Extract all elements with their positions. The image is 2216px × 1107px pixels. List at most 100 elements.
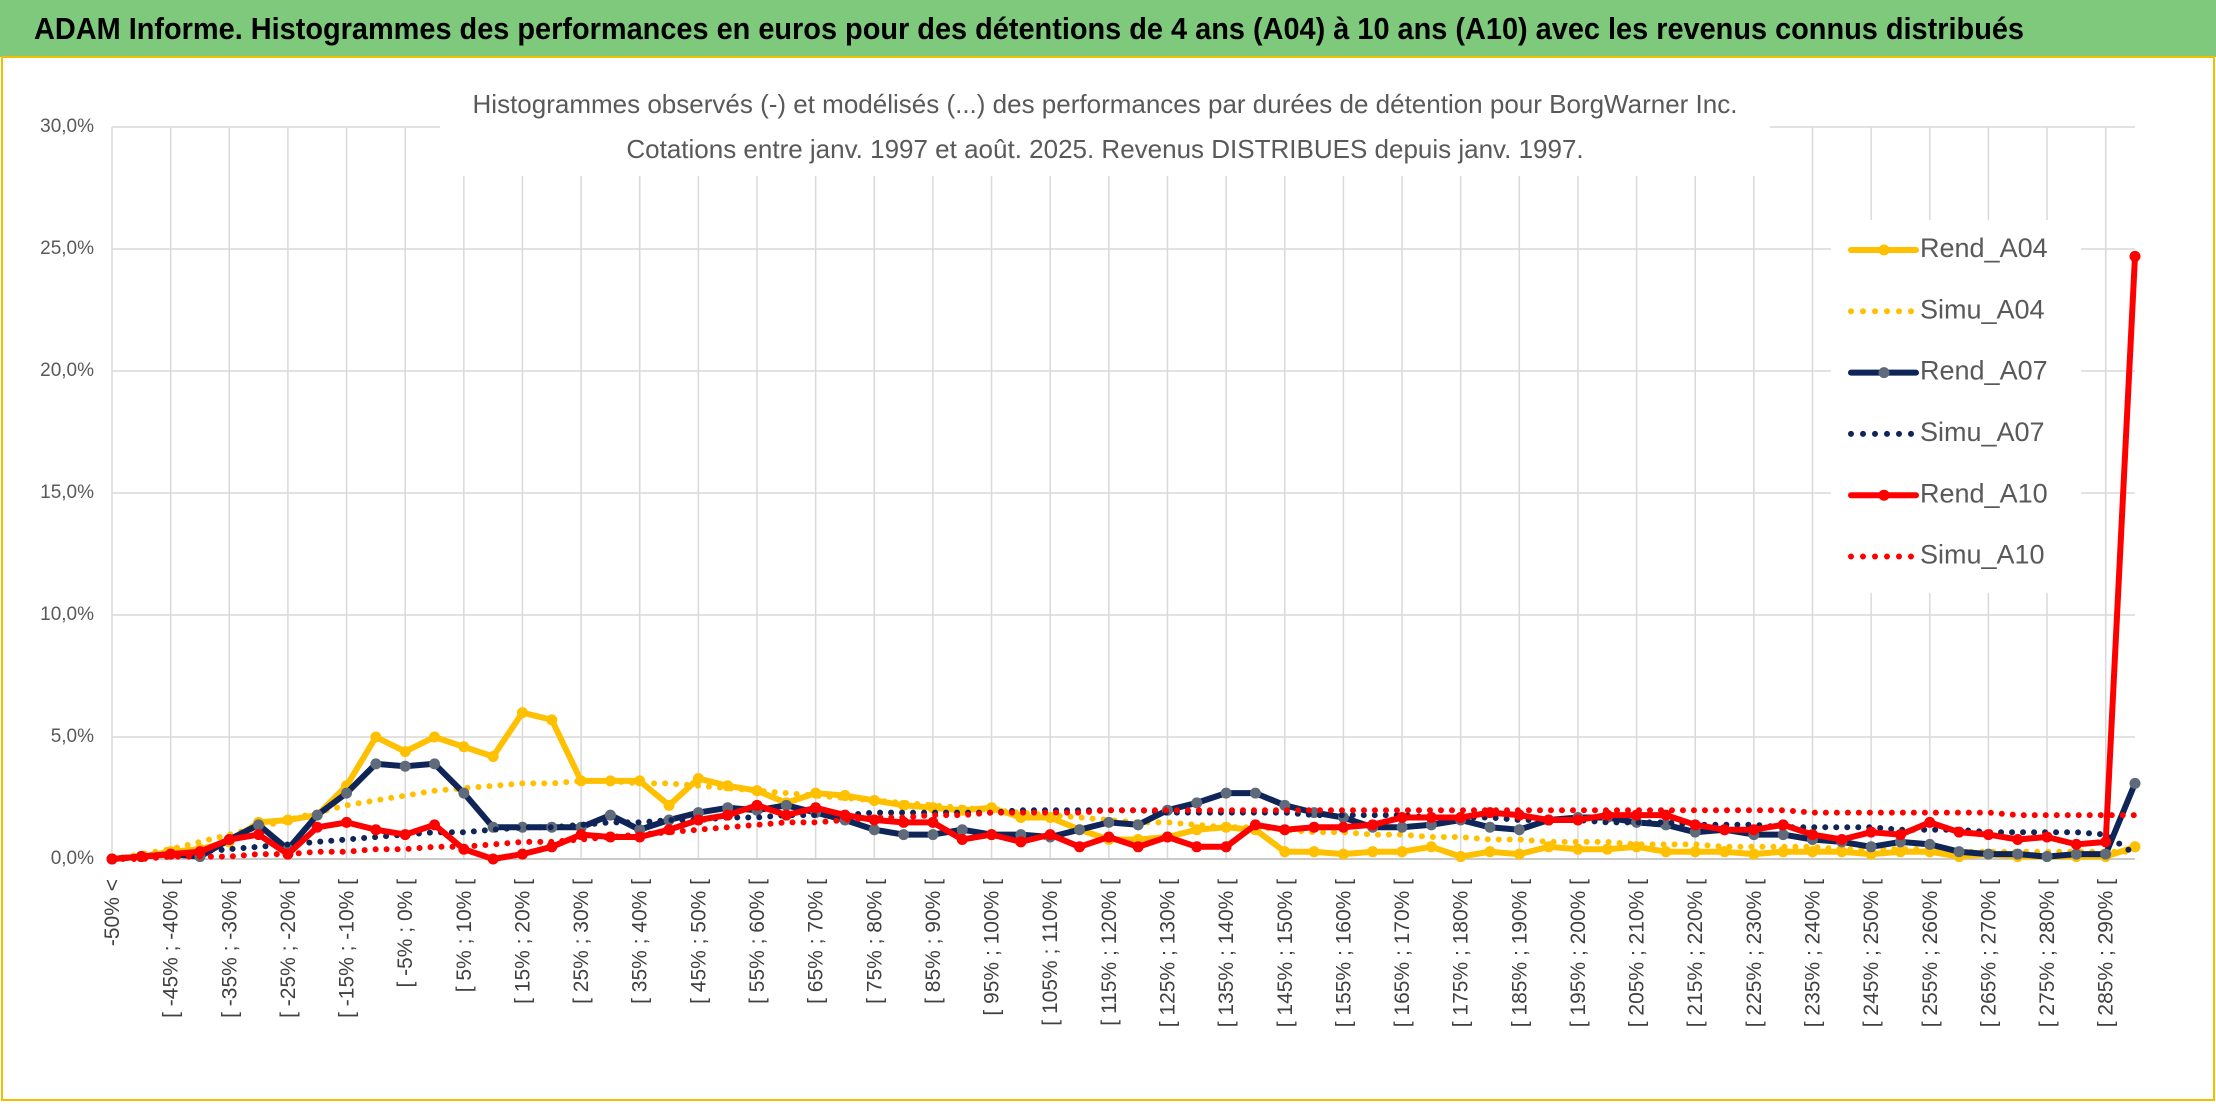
data-point (1455, 812, 1467, 824)
legend-label: Rend_A07 (1920, 356, 2048, 386)
data-point (1836, 833, 1848, 845)
data-point (1279, 824, 1291, 836)
legend-label: Simu_A10 (1920, 540, 2045, 570)
data-point (546, 841, 558, 853)
data-point (780, 799, 792, 811)
x-tick-label: [ 135% ; 140% [ (1215, 879, 1238, 1027)
data-point (1132, 841, 1144, 853)
x-tick-label: [ 155% ; 160% [ (1332, 879, 1355, 1027)
data-point (1572, 814, 1584, 826)
data-point (253, 829, 265, 841)
data-point (2070, 848, 2082, 860)
data-point (1719, 824, 1731, 836)
data-point (1279, 846, 1291, 858)
x-tick-label: [ 45% ; 50% [ (687, 879, 710, 1004)
legend-marker (1878, 489, 1890, 501)
header-band (0, 0, 2216, 57)
data-point (1953, 826, 1965, 838)
data-point (1396, 846, 1408, 858)
data-point (1689, 819, 1701, 831)
data-point (516, 707, 528, 719)
data-point (1455, 851, 1467, 863)
x-tick-label: [ -35% ; -30% [ (218, 879, 241, 1018)
data-point (2041, 831, 2053, 843)
data-point (2129, 777, 2141, 789)
x-tick-label: [ 235% ; 240% [ (1801, 879, 1824, 1027)
x-tick-label: [ 275% ; 280% [ (2036, 879, 2059, 1027)
observed-line (109, 253, 2138, 862)
data-point (1865, 841, 1877, 853)
data-point (370, 758, 382, 770)
data-point (253, 819, 265, 831)
data-point (1719, 846, 1731, 858)
model-line (109, 807, 2138, 862)
data-point (751, 799, 763, 811)
data-point (1543, 814, 1555, 826)
legend-label: Simu_A04 (1920, 294, 2045, 324)
y-tick-label: 0,0% (51, 848, 94, 869)
x-tick-label: [ 255% ; 260% [ (1919, 879, 1942, 1027)
data-point (1249, 787, 1261, 799)
data-point (1601, 843, 1613, 855)
data-point (1748, 848, 1760, 860)
data-point (1806, 829, 1818, 841)
x-tick-label: [ -15% ; -10% [ (336, 879, 359, 1018)
data-point (1249, 819, 1261, 831)
data-point (2100, 848, 2112, 860)
legend-marker (1878, 244, 1890, 256)
x-tick-label: [ 105% ; 110% [ (1039, 879, 1062, 1026)
legend-label: Rend_A10 (1920, 478, 2048, 508)
data-point (1777, 819, 1789, 831)
data-point (1396, 812, 1408, 824)
data-point (1689, 846, 1701, 858)
y-tick-label: 5,0% (51, 726, 94, 747)
data-point (516, 821, 528, 833)
x-tick-label: [ -5% ; 0% [ (394, 879, 417, 988)
x-tick-label: [ 195% ; 200% [ (1567, 879, 1590, 1027)
data-point (1367, 819, 1379, 831)
x-tick-label: [ 35% ; 40% [ (629, 879, 652, 1004)
data-point (604, 809, 616, 821)
data-point (487, 751, 499, 763)
data-point (2129, 250, 2141, 262)
data-point (311, 809, 323, 821)
data-point (1982, 829, 1994, 841)
data-point (1074, 841, 1086, 853)
data-point (1220, 841, 1232, 853)
data-point (194, 846, 206, 858)
data-point (2012, 833, 2024, 845)
data-point (1191, 841, 1203, 853)
x-tick-label: [ -25% ; -20% [ (277, 879, 300, 1018)
data-point (1396, 821, 1408, 833)
data-point (1484, 821, 1496, 833)
data-point (1015, 836, 1027, 848)
data-point (1513, 824, 1525, 836)
header-title: ADAM Informe. Histogrammes des performan… (34, 11, 2024, 46)
chart-subtitle: Cotations entre janv. 1997 et août. 2025… (626, 134, 1583, 164)
data-point (1982, 848, 1994, 860)
data-point (1367, 846, 1379, 858)
observed-line (109, 760, 2138, 862)
data-point (927, 816, 939, 828)
data-point (487, 853, 499, 865)
legend-label: Rend_A04 (1920, 233, 2048, 263)
data-point (311, 821, 323, 833)
data-point (2012, 848, 2024, 860)
y-tick-label: 20,0% (40, 360, 94, 381)
data-point (546, 714, 558, 726)
data-point (722, 809, 734, 821)
data-point (1484, 846, 1496, 858)
legend-background (1831, 220, 2081, 593)
data-point (692, 814, 704, 826)
data-point (341, 787, 353, 799)
data-point (986, 829, 998, 841)
x-tick-label: [ 185% ; 190% [ (1508, 879, 1531, 1027)
data-point (1191, 797, 1203, 809)
title-background (440, 84, 1770, 176)
chart-title: Histogrammes observés (-) et modélisés (… (473, 89, 1738, 119)
data-point (692, 772, 704, 784)
x-tick-label: [ 85% ; 90% [ (922, 879, 945, 1004)
data-point (1924, 838, 1936, 850)
